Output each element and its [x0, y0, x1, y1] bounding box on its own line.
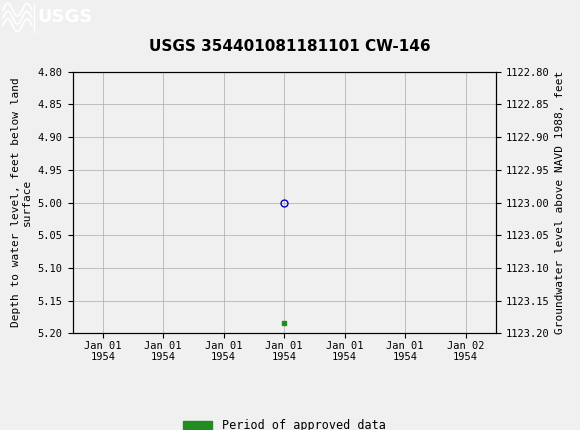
Text: USGS: USGS: [38, 8, 93, 26]
Y-axis label: Depth to water level, feet below land
surface: Depth to water level, feet below land su…: [10, 78, 32, 327]
Text: USGS 354401081181101 CW-146: USGS 354401081181101 CW-146: [149, 39, 431, 54]
Legend: Period of approved data: Period of approved data: [178, 415, 390, 430]
Y-axis label: Groundwater level above NAVD 1988, feet: Groundwater level above NAVD 1988, feet: [555, 71, 565, 334]
